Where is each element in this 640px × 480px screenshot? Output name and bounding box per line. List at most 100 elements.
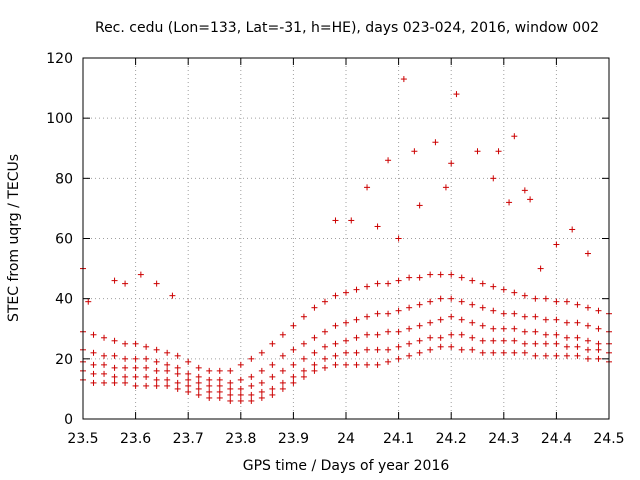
data-point [364,346,371,353]
data-point [343,349,349,356]
chart-title: Rec. cedu (Lon=133, Lat=-31, h=HE), days… [95,20,599,36]
data-point [258,394,265,401]
data-point [300,367,307,374]
data-point [300,355,307,362]
y-tick-label: 60 [55,232,73,248]
data-point [542,340,549,347]
data-point [111,352,118,359]
data-point [332,322,339,329]
data-point [258,349,265,356]
data-point [90,331,97,338]
data-point [385,328,392,335]
data-point [237,361,244,368]
data-point [279,385,286,392]
data-point [469,319,476,326]
data-point [332,361,339,368]
x-tick-label: 24.3 [488,431,519,447]
data-point [290,361,297,368]
x-tick-label: 24 [337,431,355,447]
data-point [237,376,244,383]
data-point [458,346,465,353]
data-point [143,355,150,362]
data-point [132,355,139,362]
data-point [122,379,129,386]
data-point [479,280,486,287]
data-point [406,325,413,332]
data-point [227,379,234,386]
data-point [216,394,223,401]
data-point [416,322,423,329]
data-point [574,334,581,341]
data-point [248,382,255,389]
data-point [374,280,381,287]
data-point [343,289,349,296]
data-point [479,304,486,311]
data-point [542,316,549,323]
data-point [169,292,176,299]
data-point [490,337,497,344]
data-point [321,355,328,362]
data-point [385,346,392,353]
data-point [385,310,392,317]
data-point [164,361,171,368]
data-point [185,358,192,365]
x-tick-label: 23.8 [225,431,256,447]
data-point [227,367,234,374]
data-point [353,286,360,293]
data-point [122,364,129,371]
data-point [537,265,544,272]
data-point [290,373,297,380]
data-point [101,379,108,386]
data-point [353,349,360,356]
data-point [311,361,318,368]
data-point [500,349,507,356]
data-point [374,361,381,368]
data-point [206,394,213,401]
data-point [542,295,549,302]
data-point [563,319,570,326]
data-point [511,349,518,356]
data-point [143,343,150,350]
data-point [406,352,413,359]
data-point [469,301,476,308]
data-point [343,337,349,344]
data-point [90,361,97,368]
data-point [595,340,602,347]
data-point [174,385,181,392]
data-point [332,340,339,347]
data-point [111,364,118,371]
data-point [395,355,402,362]
data-point [532,340,539,347]
data-point [153,358,160,365]
data-point [269,385,276,392]
data-point [584,355,591,362]
data-point [185,370,192,377]
data-point [300,313,307,320]
data-point [511,337,518,344]
data-point [416,349,423,356]
data-point [427,298,434,305]
data-point [332,352,339,359]
data-point [374,346,381,353]
data-point [395,343,402,350]
data-point [101,370,108,377]
data-point [563,298,570,305]
data-point [474,148,481,155]
data-point [216,382,223,389]
data-point [90,370,97,377]
data-point [248,397,255,404]
data-point [448,160,455,167]
y-tick-label: 80 [55,171,73,187]
data-point [437,271,444,278]
data-point [479,337,486,344]
data-point [511,289,518,296]
data-point [448,313,455,320]
data-point [227,391,234,398]
data-point [521,292,528,299]
data-point [500,325,507,332]
data-point [364,313,371,320]
data-point [490,349,497,356]
data-point [374,223,381,230]
data-point [132,382,139,389]
data-point [385,280,392,287]
